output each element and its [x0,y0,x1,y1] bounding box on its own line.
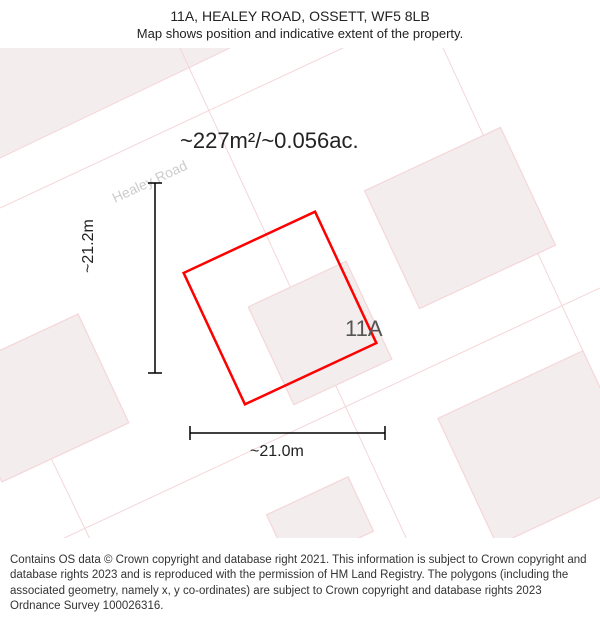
footer: Contains OS data © Crown copyright and d… [0,547,600,625]
building-outline [0,314,129,482]
building-outline [267,477,374,538]
height-label: ~21.2m [80,219,98,273]
area-label: ~227m²/~0.056ac. [180,128,359,154]
width-label: ~21.0m [250,443,304,461]
footer-text: Contains OS data © Crown copyright and d… [10,554,587,613]
subtitle: Map shows position and indicative extent… [20,26,580,41]
building-outline [365,127,556,308]
map-svg: Healey Road [0,48,600,538]
building-outline [438,351,600,538]
height-dimension [148,183,162,373]
address-title: 11A, HEALEY ROAD, OSSETT, WF5 8LB [20,8,580,24]
map-area: Healey Road ~227m²/~0.056ac. ~21.2m ~21.… [0,48,600,538]
road-label: Healey Road [110,157,190,206]
property-label: 11A [345,316,383,342]
header: 11A, HEALEY ROAD, OSSETT, WF5 8LB Map sh… [0,0,600,45]
